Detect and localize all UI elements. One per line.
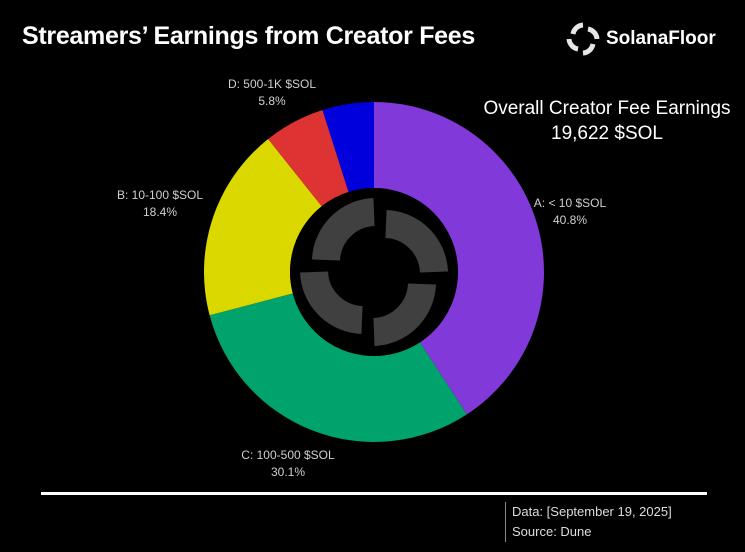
overall-earnings: Overall Creator Fee Earnings 19,622 $SOL <box>472 96 742 146</box>
label-b-pct: 18.4% <box>142 205 178 219</box>
donut-slice <box>209 293 467 442</box>
data-source: Source: Dune <box>512 524 592 539</box>
donut-slice <box>374 102 545 415</box>
donut-slice <box>322 102 374 192</box>
label-c-pct: 30.1% <box>270 465 306 479</box>
label-a: A: < 10 $SOL 40.8% <box>520 195 620 229</box>
solanafloor-logo-icon <box>566 22 600 56</box>
label-d: D: 500-1K $SOL 5.8% <box>212 76 332 110</box>
label-b: B: 10-100 $SOL 18.4% <box>95 187 225 221</box>
source-note: Data: [September 19, 2025] Source: Dune <box>505 502 672 542</box>
donut-slice <box>203 138 322 316</box>
brand-name: SolanaFloor <box>606 28 716 49</box>
center-logo-icon <box>300 198 448 346</box>
label-a-name: A: < 10 $SOL <box>533 196 607 210</box>
label-d-pct: 5.8% <box>258 94 286 108</box>
brand-logo: SolanaFloor <box>566 22 716 56</box>
label-d-name: D: 500-1K $SOL <box>227 77 317 91</box>
label-c: C: 100-500 $SOL 30.1% <box>228 447 348 481</box>
donut-slice <box>268 109 349 207</box>
label-c-name: C: 100-500 $SOL <box>241 448 335 462</box>
chart-title: Streamers’ Earnings from Creator Fees <box>22 22 475 50</box>
data-date: Data: [September 19, 2025] <box>512 504 672 519</box>
footer-divider <box>41 492 707 495</box>
overall-label: Overall Creator Fee Earnings <box>483 98 731 119</box>
overall-value: 19,622 $SOL <box>551 123 663 144</box>
donut-slices <box>203 102 545 442</box>
label-b-name: B: 10-100 $SOL <box>116 188 204 202</box>
label-a-pct: 40.8% <box>552 213 588 227</box>
